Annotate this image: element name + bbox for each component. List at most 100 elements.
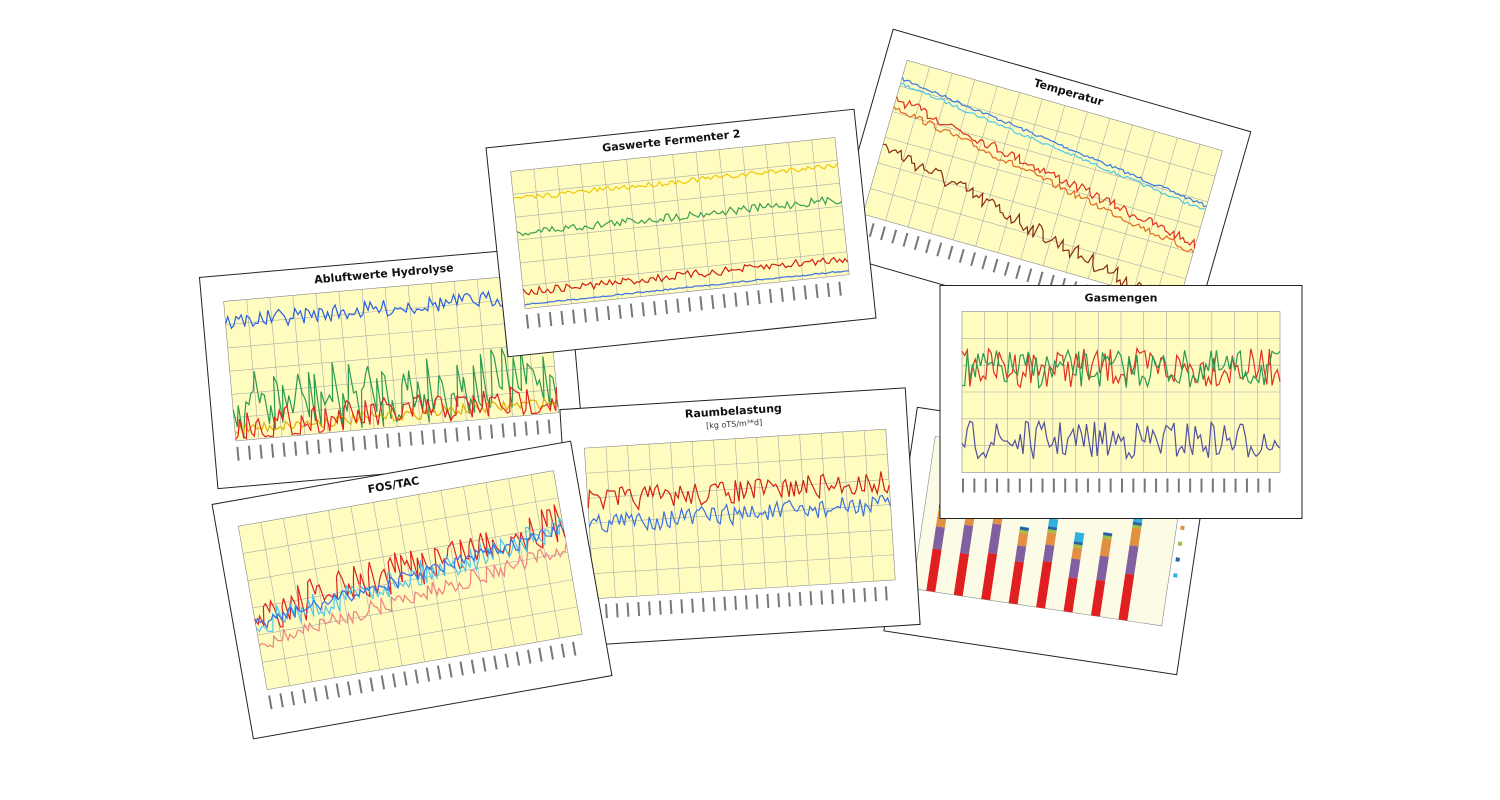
axis-tick-text [294,441,298,456]
axis-tick-text [1075,478,1078,493]
axis-tick-text [1026,268,1033,283]
chart-panel: Gasmengen [939,285,1303,519]
trace-line [961,419,1281,461]
trace-line [235,385,557,440]
stack-segment [1048,518,1059,528]
axis-tick-text [1121,478,1123,493]
trace-line [899,82,1206,210]
axis-tick-text [615,603,619,618]
axis-tick-text [962,478,964,493]
axis-tick-text [831,589,834,604]
axis-tick-text [637,601,641,617]
axis-tick-text [236,446,240,461]
stack-segment [1073,541,1083,546]
axis-tick-text [432,429,436,444]
grid-line [243,497,559,554]
grid-line [520,228,845,264]
axis-tick-text [973,478,976,493]
grid-line [885,136,1201,228]
axis-tick-text [282,442,286,457]
axis-tick-text [734,292,738,307]
axis-tick-text [346,681,352,696]
axis-tick-text [301,689,307,704]
trace-line [588,494,892,533]
axis-tick-text [317,439,321,454]
grid-line [225,296,549,325]
grid-line [262,606,578,663]
axis-tick-text [270,443,275,458]
chart-title: Raumbelastung [685,402,783,421]
axis-tick-text [448,663,453,678]
trace-line [513,162,839,199]
stack-segment [1043,544,1055,563]
axis-tick-text [1064,478,1067,493]
axis-tick-text [572,641,577,656]
axis-tick-text [459,661,464,676]
axis-tick-text [925,239,931,254]
grid-line [515,182,840,218]
axis-tick-text [757,290,761,305]
axis-tick-text [1177,478,1180,493]
grid-line [592,554,894,575]
axis-tick-text [351,436,355,451]
axis-tick-text [560,643,566,658]
axis-tick-text [958,248,965,263]
axis-tick-text [768,288,773,304]
axis-tick-text [363,435,367,450]
axis-tick-text [328,438,332,453]
axis-tick-text [766,593,770,608]
chart-panel: Abluftwerte Hydrolyse [198,244,586,490]
axis-tick-text [324,685,329,700]
axis-tick-text [723,596,727,611]
chart-panel: Raumbelastung[kg oTS/m³*d] [559,387,921,647]
grid-line [247,524,564,581]
axis-tick-text [524,421,528,436]
axis-tick-text [409,431,413,446]
axis-tick-text [1003,261,1010,276]
grid-line [585,453,888,474]
axis-tick-text [669,599,673,615]
stack-segment [1036,560,1052,609]
grid-line [522,251,847,287]
axis-tick-text [841,589,845,604]
axis-tick-text [880,226,886,241]
axis-tick-text [710,295,715,310]
stack-segment [1019,526,1029,531]
axis-tick-text [648,601,651,616]
stack-segment [1090,579,1106,617]
axis-tick-text [538,647,543,662]
axis-tick-text [809,591,813,606]
axis-tick-text [874,587,877,602]
axis-tick-text [712,597,716,612]
stack-segment [981,552,998,601]
stack-segment [1047,529,1057,534]
axis-tick-text [1007,478,1010,493]
axis-tick-text [863,587,867,602]
axis-tick-text [744,595,748,610]
axis-tick-text [340,437,344,452]
axis-tick-text [1143,478,1146,493]
stack-segment [1045,532,1057,546]
stack-segment [1068,558,1081,579]
trace-line [254,524,565,630]
axis-tick-text [687,297,692,312]
axis-tick-text [374,434,378,449]
axis-tick-text [1132,478,1135,493]
grid-line [257,579,573,636]
axis-tick-text [868,223,875,238]
axis-tick-text [1098,478,1101,493]
axis-tick-text [1015,265,1021,280]
axis-tick-text [572,309,576,324]
axis-tick-text [803,285,808,300]
axis-tick-text [548,312,553,327]
legend-swatch [1180,525,1185,531]
axis-tick-text [1109,478,1112,493]
trace-line [896,96,1196,249]
stack-segment [1102,535,1112,540]
axis-tick-text [504,653,509,668]
axis-tick-text [397,432,401,447]
axis-tick-text [1037,271,1044,286]
axis-tick-text [676,298,680,313]
axis-tick-text [777,593,781,608]
